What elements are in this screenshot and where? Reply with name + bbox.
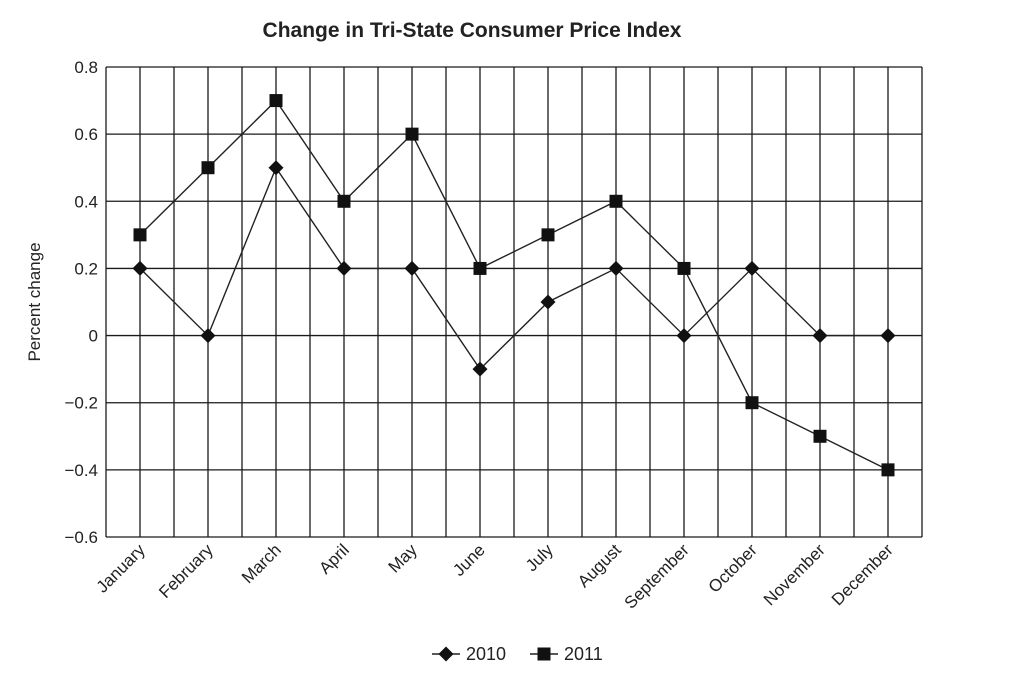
data-point-2010 xyxy=(404,260,420,276)
data-point-2010 xyxy=(336,260,352,276)
series-line-2010 xyxy=(139,166,888,371)
data-point-2011 xyxy=(813,429,827,443)
series xyxy=(132,94,896,477)
series-2011 xyxy=(133,94,895,477)
x-category-label: May xyxy=(385,540,421,576)
x-category-label: July xyxy=(522,540,557,575)
data-point-2011 xyxy=(473,261,487,275)
data-point-2011 xyxy=(881,463,895,477)
x-category-label: April xyxy=(315,540,352,577)
data-point-2011 xyxy=(677,261,691,275)
x-category-label: October xyxy=(705,540,761,596)
y-tick-label: 0 xyxy=(89,327,98,346)
data-point-2010 xyxy=(540,294,556,310)
y-tick-label: 0.4 xyxy=(74,192,98,211)
data-point-2010 xyxy=(744,260,760,276)
y-axis-label: Percent change xyxy=(25,242,44,361)
data-point-2011 xyxy=(405,127,419,141)
data-point-2011 xyxy=(541,228,555,242)
data-point-2011 xyxy=(269,94,283,108)
x-category-label: September xyxy=(621,540,693,612)
data-point-2010 xyxy=(812,328,828,344)
series-2010 xyxy=(132,160,896,377)
x-category-label: November xyxy=(760,540,829,609)
x-category-label: February xyxy=(155,540,217,602)
y-tick-label: 0.6 xyxy=(74,125,98,144)
y-axis-ticks: 0.8 0.6 0.4 0.2 0 −0.2 −0.4 −0.6 xyxy=(64,58,98,547)
y-tick-label: −0.2 xyxy=(64,394,98,413)
data-point-2010 xyxy=(200,328,216,344)
x-category-label: June xyxy=(449,540,489,580)
data-point-2010 xyxy=(472,361,488,377)
chart-title: Change in Tri-State Consumer Price Index xyxy=(263,19,682,42)
legend: 2010 2011 xyxy=(432,644,603,664)
data-point-2011 xyxy=(609,194,623,208)
y-tick-label: 0.2 xyxy=(74,259,98,278)
x-category-label: December xyxy=(828,540,897,609)
data-point-2011 xyxy=(133,228,147,242)
x-category-label: August xyxy=(574,540,625,591)
data-point-2010 xyxy=(608,260,624,276)
legend-label: 2010 xyxy=(466,644,506,664)
y-tick-label: −0.4 xyxy=(64,461,98,480)
data-point-2011 xyxy=(337,194,351,208)
legend-item-2011: 2011 xyxy=(530,644,603,664)
x-category-label: March xyxy=(238,540,285,587)
data-point-2010 xyxy=(880,328,896,344)
x-category-label: January xyxy=(93,540,150,597)
grid xyxy=(105,66,923,538)
data-point-2011 xyxy=(745,396,759,410)
data-point-2011 xyxy=(201,161,215,175)
legend-marker-diamond xyxy=(438,646,454,662)
legend-item-2010: 2010 xyxy=(432,644,506,664)
legend-marker-square xyxy=(537,647,551,661)
data-point-2010 xyxy=(268,160,284,176)
legend-label: 2011 xyxy=(564,644,603,664)
y-tick-label: −0.6 xyxy=(64,528,98,547)
data-point-2010 xyxy=(132,260,148,276)
series-line-2011 xyxy=(139,99,889,471)
y-tick-label: 0.8 xyxy=(74,58,98,77)
x-axis-categories: January February March April May June July Augu… xyxy=(93,540,897,613)
data-point-2010 xyxy=(676,328,692,344)
